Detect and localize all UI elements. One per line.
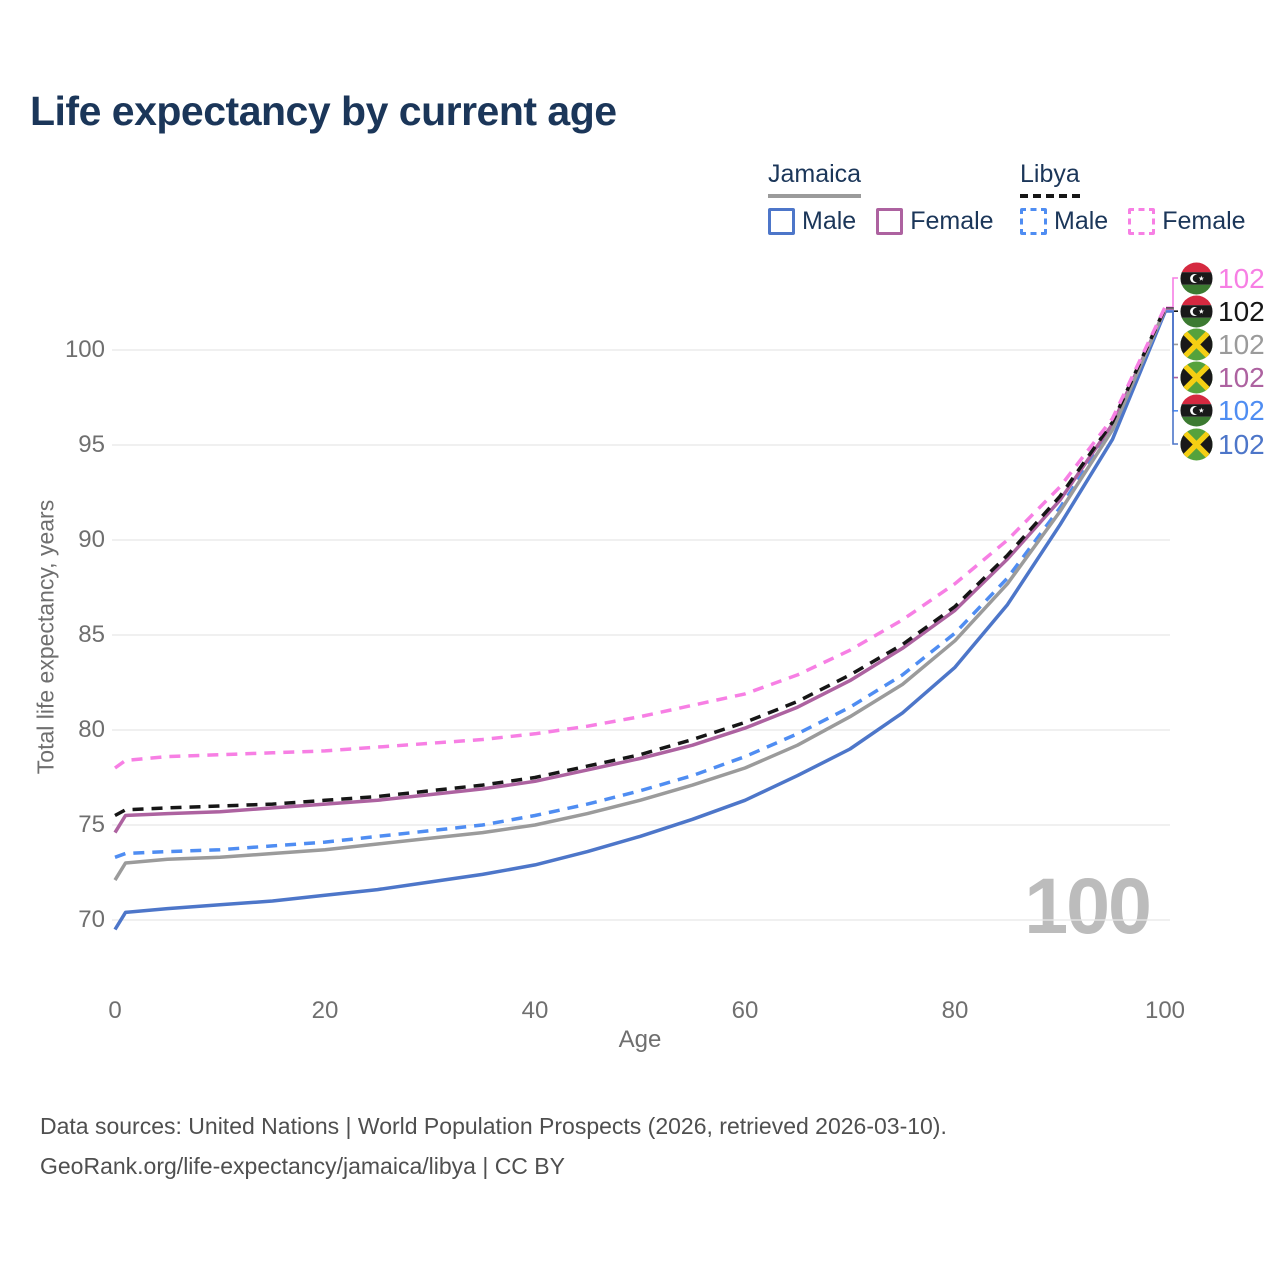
series-line-libya[interactable] bbox=[114, 307, 1167, 818]
source-attribution: Data sources: United Nations | World Pop… bbox=[40, 1106, 947, 1186]
series-line-jamaica[interactable] bbox=[113, 308, 1167, 882]
legend-item-label: Female bbox=[910, 207, 994, 235]
series-line-libya-female[interactable] bbox=[113, 306, 1167, 770]
jamaica-male-swatch-icon bbox=[768, 208, 795, 235]
legend-item-label: Male bbox=[802, 207, 857, 235]
end-label-connector-jamaica bbox=[1166, 308, 1178, 346]
libya-female-swatch-icon bbox=[1128, 208, 1156, 235]
legend-item-label: Male bbox=[1054, 207, 1109, 235]
series-line-jamaica-male[interactable] bbox=[113, 311, 1167, 931]
legend-item-jamaica-male[interactable]: Male bbox=[768, 207, 856, 236]
legend-group-jamaica: Jamaica Male Female bbox=[768, 160, 994, 236]
legend-country-jamaica: Jamaica bbox=[768, 160, 862, 198]
legend-item-jamaica-female[interactable]: Female bbox=[876, 207, 994, 236]
legend-country-libya: Libya bbox=[1020, 160, 1080, 198]
legend-group-libya: Libya Male Female bbox=[1020, 160, 1246, 236]
x-axis-title: Age bbox=[618, 1026, 662, 1053]
end-label-connector-libya-female bbox=[1166, 277, 1178, 309]
series-line-jamaica-female[interactable] bbox=[113, 309, 1167, 834]
series-line-libya-male[interactable] bbox=[114, 310, 1167, 859]
data-sources-line: Data sources: United Nations | World Pop… bbox=[40, 1113, 947, 1139]
legend-item-libya-female[interactable]: Female bbox=[1128, 207, 1246, 236]
libya-male-swatch-icon bbox=[1020, 208, 1047, 235]
legend-item-libya-male[interactable]: Male bbox=[1020, 207, 1108, 236]
license-line: GeoRank.org/life-expectancy/jamaica/liby… bbox=[40, 1153, 565, 1179]
legend-item-label: Female bbox=[1162, 207, 1246, 235]
age-counter-watermark: 100 bbox=[1024, 861, 1152, 950]
end-label-connector-jamaica-male bbox=[1166, 311, 1178, 445]
jamaica-female-swatch-icon bbox=[876, 208, 904, 235]
end-label-connector-libya-male bbox=[1166, 310, 1178, 412]
page-title: Life expectancy by current age bbox=[30, 88, 617, 134]
